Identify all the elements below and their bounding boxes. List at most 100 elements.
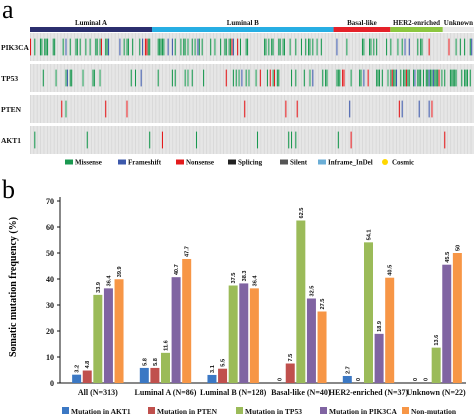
oncoprint-cell xyxy=(360,126,362,154)
oncoprint-cell xyxy=(117,64,120,92)
oncoprint-cell xyxy=(353,95,355,123)
x-tick-label: Unknown (N=22) xyxy=(407,388,466,397)
oncoprint-cell xyxy=(352,64,354,92)
oncoprint-cell xyxy=(256,95,259,123)
oncoprint-cell xyxy=(437,69,439,87)
oncoprint-cell xyxy=(102,33,104,61)
oncoprint-cell xyxy=(302,126,304,154)
oncoprint-cell xyxy=(299,64,301,92)
oncoprint-cell xyxy=(117,33,120,61)
oncoprint-cell xyxy=(38,95,40,123)
oncoprint-cell xyxy=(302,95,304,123)
oncoprint-cell xyxy=(434,33,436,61)
oncoprint-cell xyxy=(317,95,320,123)
oncoprint-cell xyxy=(160,126,162,154)
oncoprint-cell xyxy=(349,64,351,92)
oncoprint-cell xyxy=(353,64,355,92)
oncoprint-cell xyxy=(357,95,359,123)
oncoprint-cell xyxy=(444,95,446,123)
oncoprint-cell xyxy=(264,38,266,56)
oncoprint-cell xyxy=(79,38,81,56)
oncoprint-cell xyxy=(89,64,91,92)
oncoprint-cell xyxy=(115,64,117,92)
oncoprint-cell xyxy=(130,126,132,154)
oncoprint-cell xyxy=(343,95,345,123)
oncoprint-cell xyxy=(336,69,338,87)
oncoprint-cell xyxy=(462,64,464,92)
oncoprint-cell xyxy=(92,69,94,87)
oncoprint-cell xyxy=(289,95,291,123)
oncoprint-cell xyxy=(231,38,233,56)
oncoprint-cell xyxy=(339,69,341,87)
oncoprint-cell xyxy=(144,126,146,154)
oncoprint-cell xyxy=(181,64,183,92)
oncoprint-cell xyxy=(93,95,95,123)
oncoprint-cell xyxy=(390,95,392,123)
oncoprint-cell xyxy=(244,33,246,61)
oncoprint-cell xyxy=(252,95,254,123)
oncoprint-cell xyxy=(367,69,369,87)
oncoprint-cell xyxy=(200,95,202,123)
oncoprint-cell xyxy=(37,126,39,154)
data-label: 5.8 xyxy=(142,358,148,366)
oncoprint-cell xyxy=(49,126,51,154)
oncoprint-cell xyxy=(316,95,318,123)
oncoprint-cell xyxy=(403,126,405,154)
oncoprint-cell xyxy=(400,126,402,154)
oncoprint-grid xyxy=(30,33,474,154)
oncoprint-cell xyxy=(95,38,97,56)
oncoprint-cell xyxy=(262,126,264,154)
oncoprint-cell xyxy=(303,69,305,87)
oncoprint-cell xyxy=(408,126,410,154)
oncoprint-cell xyxy=(154,126,156,154)
oncoprint-cell xyxy=(329,33,331,61)
oncoprint-cell xyxy=(387,95,389,123)
oncoprint-cell xyxy=(204,126,206,154)
oncoprint-cell xyxy=(411,33,413,61)
oncoprint-cell xyxy=(381,95,383,123)
legend-swatch xyxy=(65,159,73,165)
oncoprint-cell xyxy=(333,64,335,92)
oncoprint-cell xyxy=(454,126,456,154)
oncoprint-cell xyxy=(139,126,141,154)
oncoprint-cell xyxy=(299,95,301,123)
oncoprint-cell xyxy=(432,126,434,154)
oncoprint-cell xyxy=(183,38,185,56)
oncoprint-cell xyxy=(184,69,186,87)
oncoprint-cell xyxy=(30,95,32,123)
oncoprint-cell xyxy=(193,126,195,154)
oncoprint-cell xyxy=(456,126,459,154)
oncoprint-cell xyxy=(298,126,300,154)
oncoprint-cell xyxy=(388,33,390,61)
oncoprint-cell xyxy=(58,126,60,154)
oncoprint-cell xyxy=(180,126,182,154)
oncoprint-cell xyxy=(442,126,444,154)
oncoprint-cell xyxy=(393,95,395,123)
y-tick-label: 70 xyxy=(46,197,54,206)
oncoprint-cell xyxy=(361,126,364,154)
oncoprint-cell xyxy=(194,64,196,92)
bar xyxy=(218,368,228,383)
oncoprint-cell xyxy=(56,126,59,154)
oncoprint-cell xyxy=(421,38,423,56)
oncoprint-cell xyxy=(415,126,417,154)
oncoprint-cell xyxy=(333,33,335,61)
oncoprint-cell xyxy=(42,33,44,61)
oncoprint-cell xyxy=(208,126,210,154)
oncoprint-cell xyxy=(455,38,457,56)
data-label: 50 xyxy=(455,245,461,251)
oncoprint-cell xyxy=(177,64,179,92)
oncoprint-cell xyxy=(386,64,388,92)
x-tick-label: HER2-enriched (N=37) xyxy=(329,388,409,397)
oncoprint-cell xyxy=(146,38,148,56)
oncoprint-cell xyxy=(259,33,261,61)
oncoprint-cell xyxy=(120,64,122,92)
subtype-band xyxy=(30,27,152,32)
oncoprint-cell xyxy=(176,64,178,92)
oncoprint-cell xyxy=(413,33,415,61)
oncoprint-cell xyxy=(326,126,328,154)
oncoprint-cell xyxy=(248,69,250,87)
oncoprint-cell xyxy=(421,95,423,123)
legend-swatch xyxy=(236,407,243,414)
legend-label: Silent xyxy=(290,159,308,167)
